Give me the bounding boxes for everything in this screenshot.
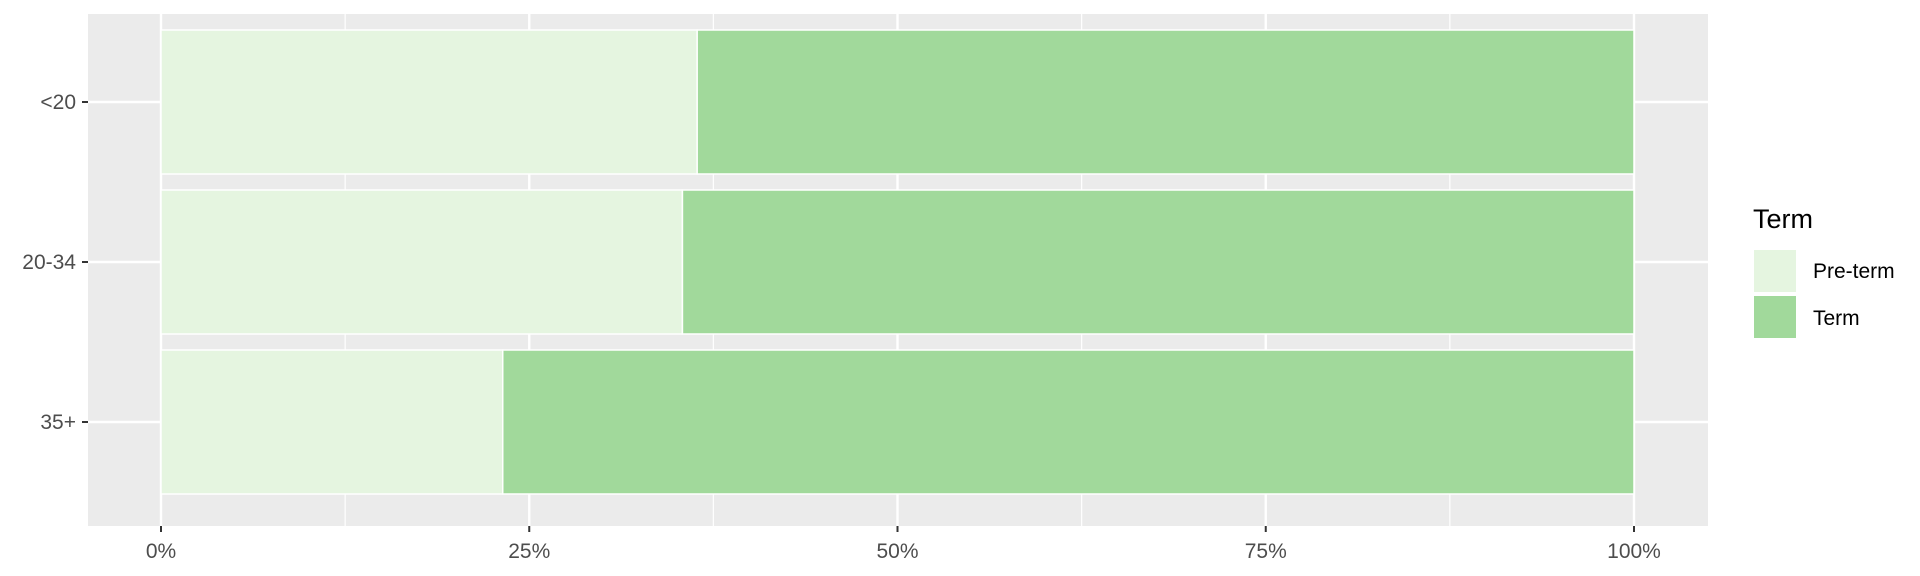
bar-pre-term-3 [160, 349, 504, 495]
bar-pre-term-2 [160, 189, 684, 335]
bars [160, 29, 1635, 495]
x-tick-label: 100% [1607, 540, 1661, 563]
legend-label-term: Term [1813, 307, 1860, 330]
bar-term-3 [501, 349, 1635, 495]
y-tick-label: 35+ [40, 411, 76, 434]
legend-key-pre-term [1752, 248, 1798, 294]
x-tick-label: 25% [508, 540, 550, 563]
x-tick-label: 75% [1245, 540, 1287, 563]
y-axis: <20 20-34 35+ [22, 91, 88, 434]
legend-key-term [1752, 294, 1798, 340]
x-tick-label: 0% [146, 540, 176, 563]
bar-pre-term-1 [160, 29, 698, 175]
legend-label-pre-term: Pre-term [1813, 260, 1895, 283]
x-axis: 0% 25% 50% 75% 100% [146, 526, 1661, 563]
legend: Term Pre-term Term [1752, 204, 1895, 340]
bar-term-2 [681, 189, 1635, 335]
y-tick-label: 20-34 [22, 251, 76, 274]
legend-title: Term [1753, 204, 1813, 234]
x-tick-label: 50% [876, 540, 918, 563]
y-tick-label: <20 [40, 91, 76, 114]
bar-term-1 [696, 29, 1635, 175]
